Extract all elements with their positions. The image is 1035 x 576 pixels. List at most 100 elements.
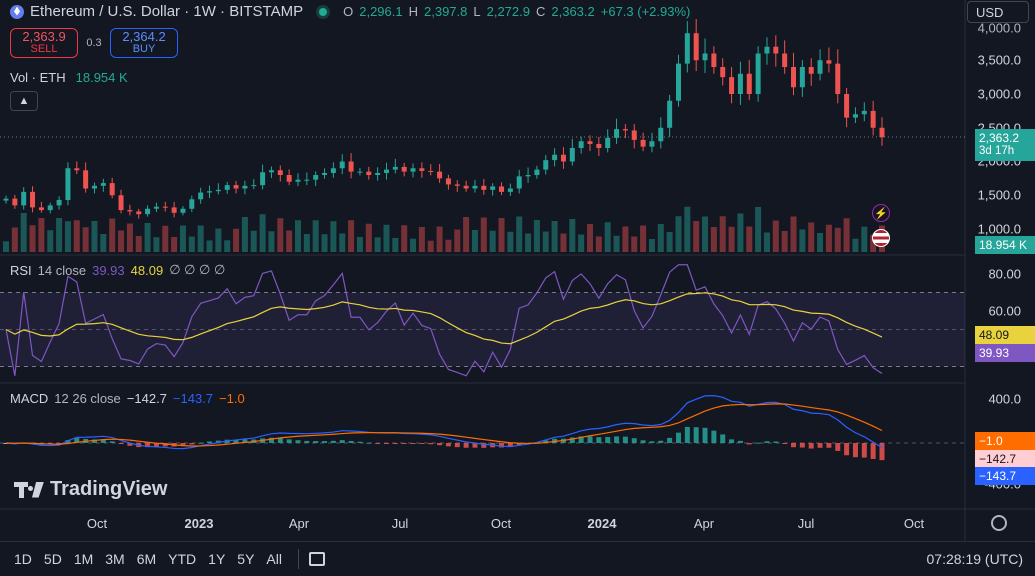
timeframe-5d[interactable]: 5D [43,551,62,567]
candle-body [375,172,381,175]
macd-hist-tag: −142.7 [975,450,1035,468]
candle-body [569,148,575,162]
timeframe-1d[interactable]: 1D [14,551,32,567]
candle-body [428,170,434,172]
timeframe-all[interactable]: All [266,551,282,567]
candle-body [91,185,97,189]
macd-histogram-bar [207,441,213,443]
volume-bar [445,239,452,252]
macd-histogram-bar [782,443,788,444]
macd-histogram-bar [844,443,850,456]
macd-histogram-bar [773,441,779,443]
market-open-icon [319,7,328,16]
candle-body [304,179,310,181]
macd-histogram-bar [667,437,673,443]
symbol-title[interactable]: Ethereum / U.S. Dollar · 1W · BITSTAMP [30,3,304,20]
macd-histogram-bar [578,436,584,443]
candle-body [83,170,89,189]
timeframe-ytd[interactable]: YTD [168,551,197,567]
macd-histogram-bar [330,440,336,443]
candle-body [268,170,274,173]
rsi-params: 14 close [37,262,87,278]
candle-body [127,210,133,212]
rsi-ma-tag: 48.09 [975,326,1035,344]
volume-bar [268,231,275,252]
candle-body [348,161,354,172]
rsi-tag: 39.93 [975,344,1035,362]
volume-bar [781,231,788,252]
candle-body [12,198,18,206]
date-range-calendar-icon[interactable] [308,552,325,566]
sell-button[interactable]: 2,363.9 SELL [10,28,78,58]
macd-histogram-bar [596,437,602,443]
candle-body [711,53,717,67]
volume-bar [578,234,585,252]
chevron-up-icon: ▲ [18,95,30,107]
ethereum-icon [10,4,24,19]
macd-histogram-bar [348,440,354,443]
currency-selector[interactable]: USD [967,1,1029,23]
macd-histogram-bar [145,443,151,448]
volume-bar [206,240,213,252]
rsi-line [5,264,883,377]
macd-histogram-bar [711,430,717,443]
macd-histogram-bar [791,443,797,448]
volume-bar [250,230,257,252]
macd-line-value: −143.7 [172,391,214,406]
candle-body [640,139,646,147]
timeframe-1m[interactable]: 1M [73,551,94,567]
timeframe-6m[interactable]: 6M [136,551,157,567]
candle-body [702,53,708,61]
high-label: H [408,4,418,19]
chart-canvas[interactable] [0,0,1035,541]
volume-label[interactable]: Vol · ETH [10,70,66,85]
buy-button[interactable]: 2,364.2 BUY [110,28,178,58]
tradingview-logo[interactable]: TradingView [14,478,167,501]
macd-histogram-bar [463,443,469,448]
rsi-name[interactable]: RSI [10,262,32,278]
volume-bar [799,229,806,252]
candle-body [189,199,195,209]
macd-histogram-bar [614,436,620,443]
macd-histogram-bar [852,443,858,458]
macd-params: 12 26 close [54,391,121,406]
rsi-ma-value: 48.09 [130,262,164,278]
change-value: +67.3 (+2.93%) [600,4,691,19]
macd-histogram-bar [516,443,522,446]
macd-histogram-bar [507,443,513,447]
macd-histogram-bar [286,439,292,443]
low-value: 2,272.9 [486,4,530,19]
volume-bar [498,218,505,252]
volume-bar [277,218,284,252]
macd-histogram-bar [313,441,319,443]
clock[interactable]: 07:28:19 (UTC) [926,551,1023,567]
macd-histogram-bar [808,443,814,449]
settings-gear-icon[interactable] [991,515,1007,531]
volume-bar [613,235,620,252]
candle-body [162,206,168,208]
macd-name[interactable]: MACD [10,391,49,406]
collapse-legend-button[interactable]: ▲ [10,91,38,111]
volume-bar [383,224,390,252]
timeframe-3m[interactable]: 3M [105,551,125,567]
timeframe-5y[interactable]: 5Y [237,551,255,567]
candle-body [729,77,735,94]
macd-line [5,395,883,450]
volume-bar [666,232,673,252]
volume-bar [648,239,655,252]
us-flag-event-icon[interactable] [872,229,890,247]
macd-histogram-bar [357,441,363,443]
volume-bar [100,234,107,252]
macd-histogram-bar [826,443,832,448]
candle-body [242,185,248,189]
volume-bar [82,227,89,252]
volume-bar [135,236,142,252]
candle-body [153,206,159,209]
macd-histogram-bar [109,441,115,443]
volume-bar [321,234,328,252]
macd-histogram-bar [693,427,699,443]
volume-bar [286,230,293,252]
timeframe-1y[interactable]: 1Y [208,551,226,567]
time-axis-label: Jul [391,516,409,531]
lightning-icon[interactable]: ⚡ [872,204,890,222]
